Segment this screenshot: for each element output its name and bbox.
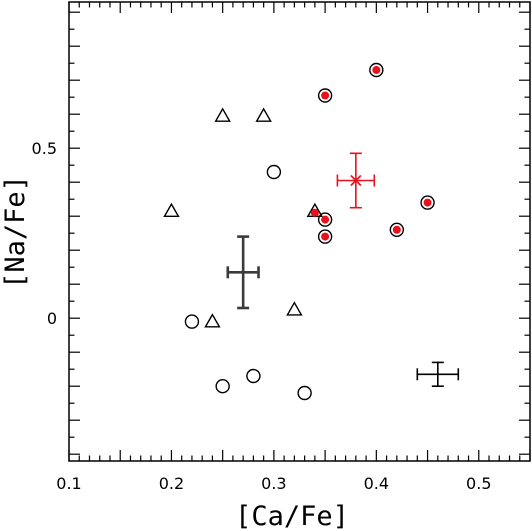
error-bar — [336, 152, 376, 209]
circle-point — [317, 88, 333, 103]
red-dot-point — [392, 225, 401, 234]
error-bar — [416, 361, 460, 388]
circle-point — [266, 164, 282, 180]
axis-ticks — [68, 2, 531, 461]
x-tick-label: 0.5 — [466, 474, 491, 493]
circle-point — [420, 195, 435, 210]
circle-point — [317, 212, 333, 227]
asterisk-marker — [350, 174, 362, 187]
y-tick-label: 0 — [47, 309, 57, 328]
error-bar — [226, 235, 260, 310]
x-tick-label: 0.3 — [261, 474, 286, 493]
triangle-point — [204, 313, 221, 328]
red-dot-point — [321, 91, 330, 100]
triangle-point — [255, 107, 272, 122]
x-tick-label: 0.2 — [159, 474, 184, 493]
y-tick-label: 0.5 — [32, 139, 57, 158]
circle-point — [246, 368, 261, 384]
y-axis-title: [Na/Fe] — [0, 175, 31, 289]
x-tick-label: 0.1 — [56, 474, 81, 493]
red-dot-point — [372, 66, 381, 74]
red-dot-point — [423, 198, 432, 207]
triangle-point — [163, 202, 180, 218]
x-tick-label: 0.4 — [364, 474, 389, 493]
circle-point — [297, 385, 312, 401]
tick-labels: 0.1 0.2 0.3 0.4 0.5 0 0.5 — [32, 139, 492, 493]
x-axis-title: [Ca/Fe] — [235, 501, 349, 531]
triangle-point — [286, 301, 303, 316]
error-bars — [226, 152, 460, 388]
red-dot-point — [321, 215, 330, 224]
data-points — [163, 62, 435, 401]
triangle-point — [214, 107, 231, 122]
circle-point — [369, 62, 384, 78]
circle-point — [317, 229, 333, 244]
red-dot-point — [321, 232, 330, 241]
circle-point — [215, 379, 230, 394]
circle-point — [389, 222, 405, 238]
red-dot-point — [310, 208, 319, 217]
plot-frame — [68, 1, 531, 462]
circle-point — [184, 314, 200, 329]
